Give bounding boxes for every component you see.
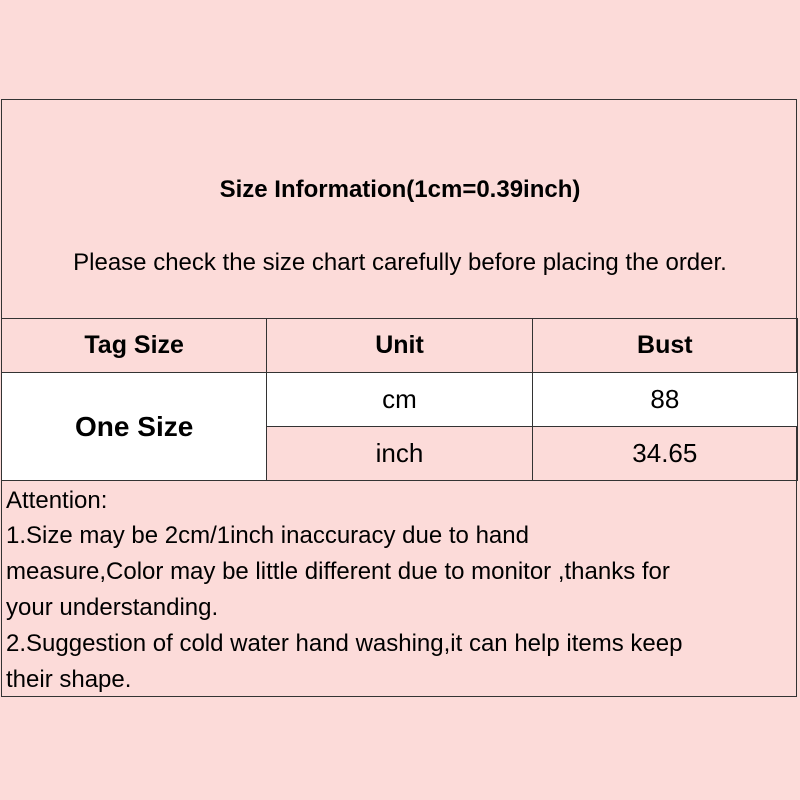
attention-line: measure,Color may be little different du… bbox=[6, 558, 670, 585]
header-bust: Bust bbox=[531, 318, 799, 373]
table-header-row: Tag Size Unit Bust bbox=[0, 318, 799, 373]
attention-section: Attention: 1.Size may be 2cm/1inch inacc… bbox=[6, 486, 796, 698]
header-tag-size: Tag Size bbox=[0, 318, 268, 373]
header-unit: Unit bbox=[266, 318, 533, 373]
bust-cell: 34.65 bbox=[531, 426, 799, 481]
table-row: One Size cm 88 bbox=[0, 372, 799, 481]
size-table: Tag Size Unit Bust One Size cm 88 inch 3… bbox=[0, 318, 799, 481]
subtitle: Please check the size chart carefully be… bbox=[73, 249, 727, 276]
attention-heading: Attention: bbox=[6, 487, 108, 514]
attention-line: 2.Suggestion of cold water hand washing,… bbox=[6, 630, 683, 657]
attention-line: 1.Size may be 2cm/1inch inaccuracy due t… bbox=[6, 522, 529, 549]
bust-cell: 88 bbox=[531, 372, 799, 427]
tag-size-cell: One Size bbox=[0, 372, 268, 481]
page-title: Size Information(1cm=0.39inch) bbox=[219, 176, 581, 203]
attention-line: your understanding. bbox=[6, 594, 219, 621]
attention-line: their shape. bbox=[6, 666, 132, 693]
table-row: inch 34.65 bbox=[2, 426, 799, 481]
unit-cell: inch bbox=[266, 426, 533, 481]
unit-cell: cm bbox=[266, 372, 533, 427]
